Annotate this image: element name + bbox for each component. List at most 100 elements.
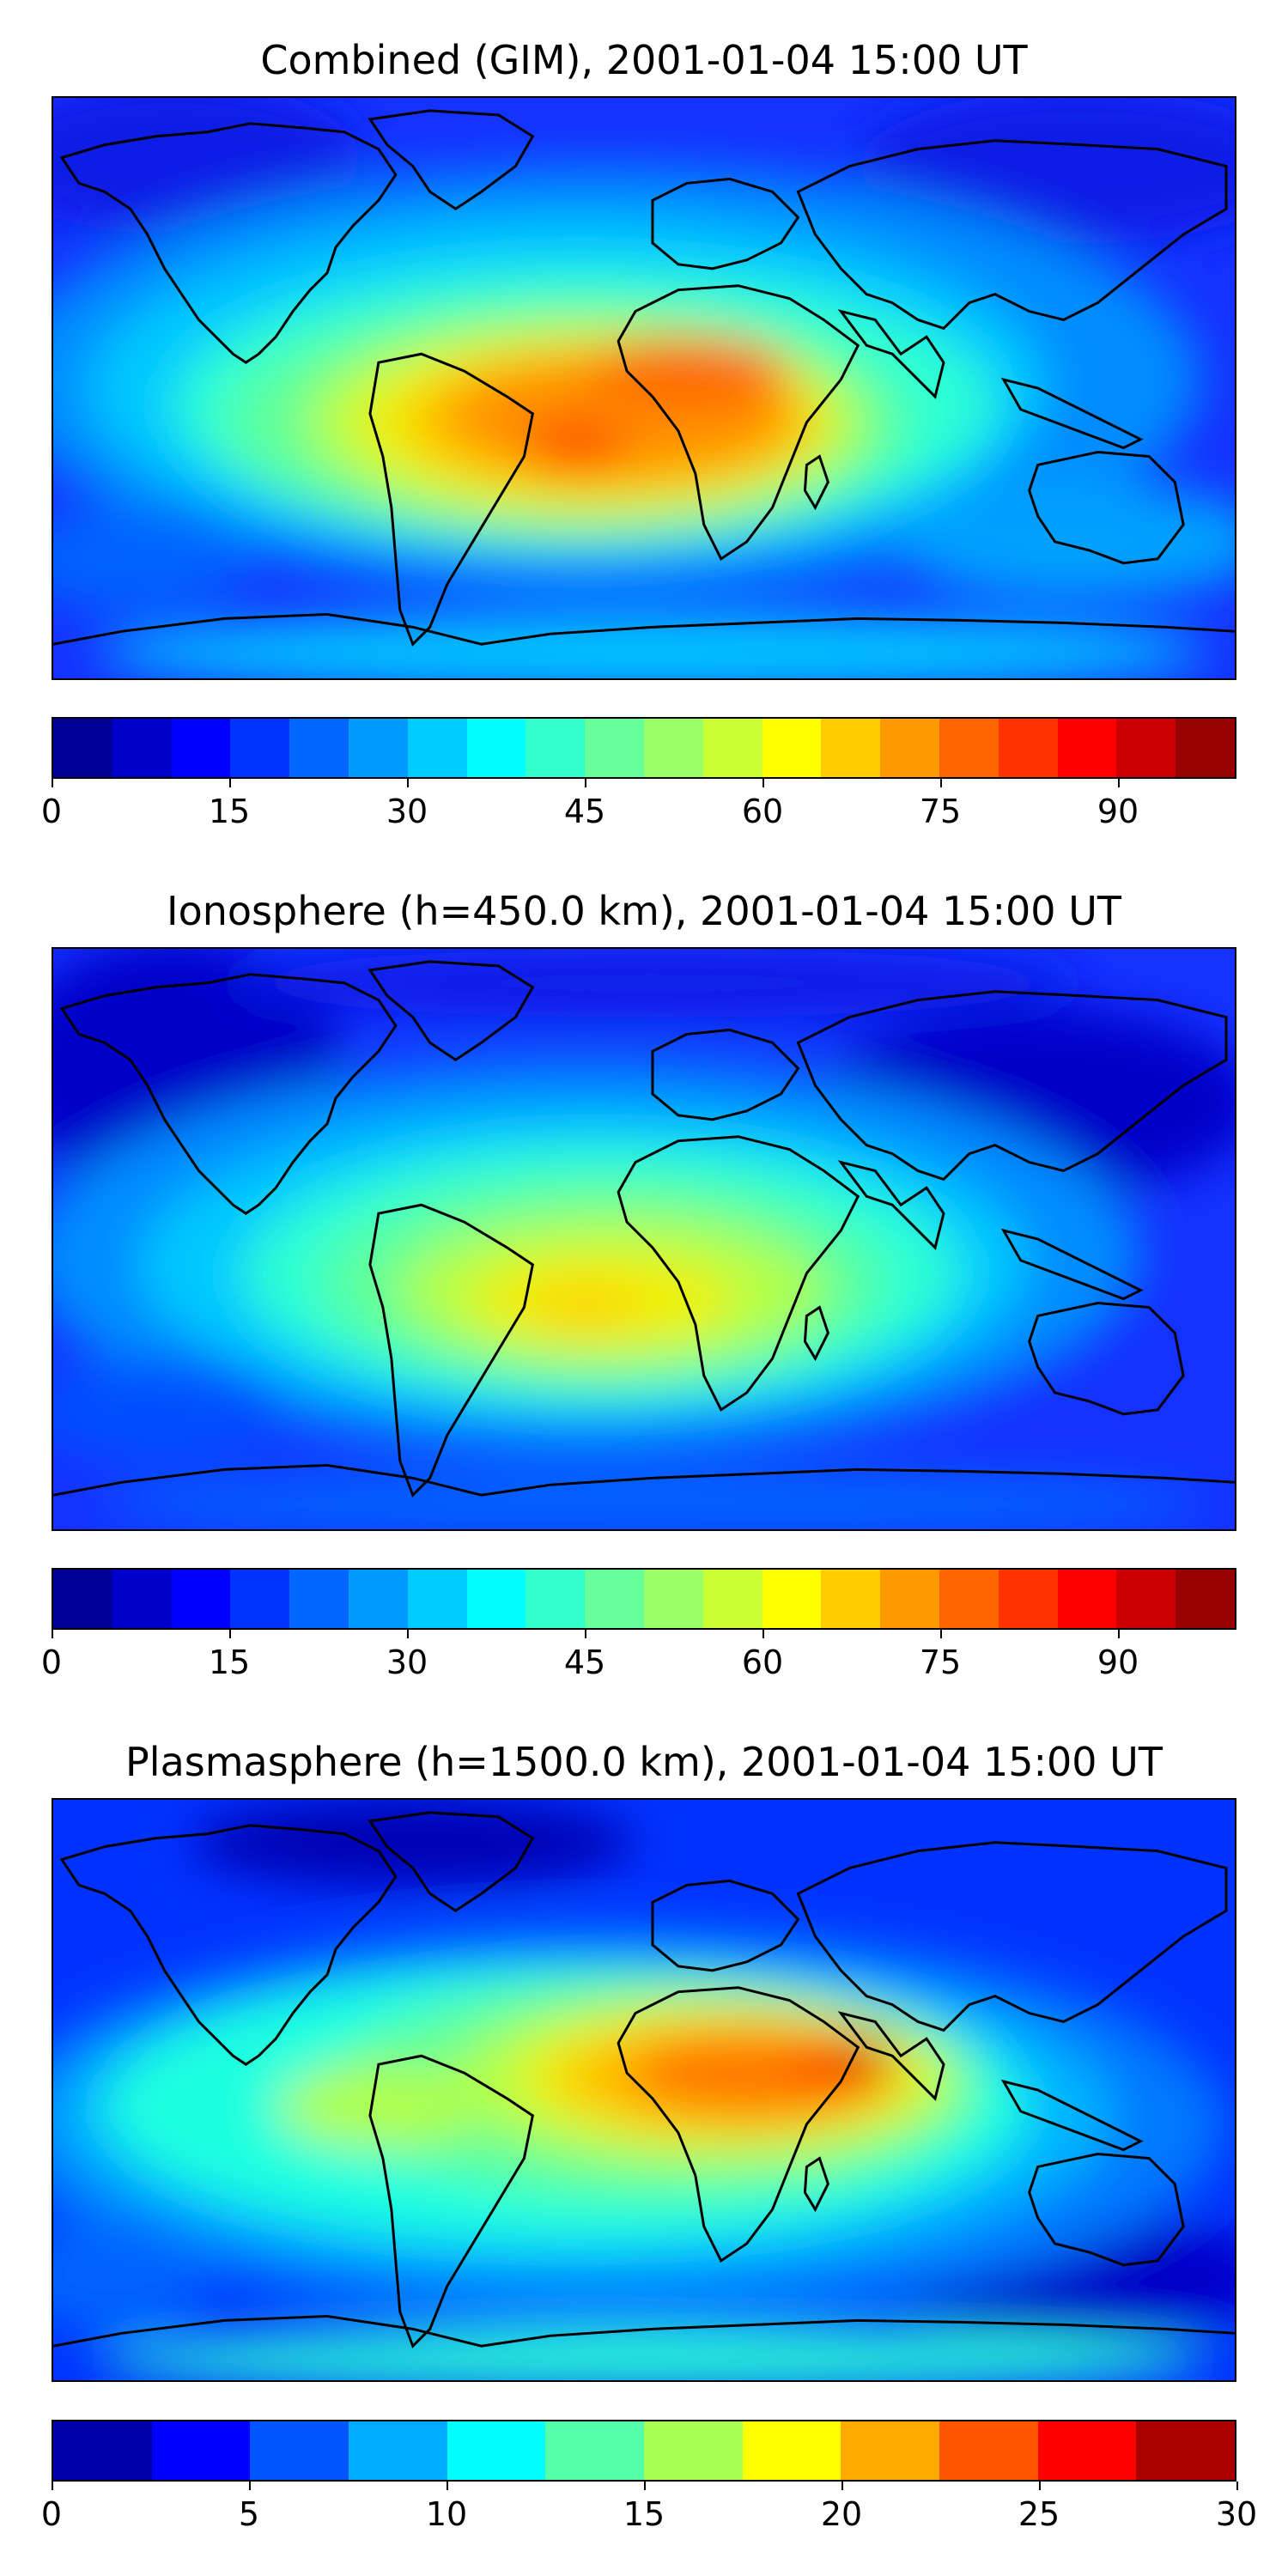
colorbar-segment — [407, 719, 467, 777]
colorbar-segment — [1136, 2421, 1236, 2480]
colorbar-segment — [585, 1570, 644, 1628]
colorbar-tick — [644, 2482, 646, 2490]
colorbar-segment — [939, 2421, 1038, 2480]
panel-2-title: Ionosphere (h=450.0 km), 2001-01-04 15:0… — [167, 888, 1121, 934]
colorbar-segment — [585, 719, 644, 777]
colorbar-tick — [841, 2482, 843, 2490]
colorbar-tick-label: 60 — [741, 1643, 784, 1681]
plasmasphere-map-svg — [53, 1800, 1235, 2380]
colorbar-segment — [407, 1570, 467, 1628]
combined-gim-map — [52, 96, 1236, 680]
colorbar-tick — [585, 779, 586, 787]
ionosphere-map — [52, 947, 1236, 1531]
colorbar-segment — [545, 2421, 645, 2480]
colorbar-segment — [171, 719, 231, 777]
colorbar-tick — [585, 1630, 586, 1638]
ionosphere-colorbar-ticks: 0 15 30 45 60 75 90 — [41, 1630, 1236, 1681]
colorbar-segment — [289, 719, 349, 777]
colorbar-segment — [939, 1570, 999, 1628]
colorbar-segment — [1176, 1570, 1235, 1628]
colorbar-segment — [762, 719, 822, 777]
colorbar-tick-label: 15 — [208, 1643, 251, 1681]
colorbar-segment — [1057, 1570, 1117, 1628]
colorbar-segment — [289, 1570, 349, 1628]
colorbar-segment — [348, 1570, 408, 1628]
panel-1-title: Combined (GIM), 2001-01-04 15:00 UT — [260, 37, 1028, 83]
colorbar-segment — [53, 1570, 112, 1628]
colorbar-tick — [447, 2482, 448, 2490]
colorbar-segment — [526, 719, 586, 777]
colorbar-segment — [112, 719, 172, 777]
colorbar-segment — [821, 1570, 881, 1628]
colorbar-segment — [821, 719, 881, 777]
colorbar-segment — [151, 2421, 251, 2480]
colorbar-segment — [349, 2421, 447, 2480]
colorbar-tick — [229, 779, 231, 787]
colorbar-tick-label: 90 — [1097, 793, 1139, 830]
colorbar-tick-label: 75 — [919, 1643, 962, 1681]
combined-map-svg — [53, 98, 1235, 678]
colorbar-tick — [1118, 1630, 1120, 1638]
ionosphere-map-svg — [53, 949, 1235, 1529]
colorbar-segment — [112, 1570, 172, 1628]
colorbar-segment — [1176, 719, 1235, 777]
colorbar-segment — [466, 719, 526, 777]
colorbar-tick-label: 60 — [741, 793, 784, 830]
colorbar-segment — [526, 1570, 586, 1628]
colorbar-tick-label: 90 — [1097, 1643, 1139, 1681]
colorbar-tick-label: 75 — [919, 793, 962, 830]
colorbar-tick-label: 10 — [425, 2495, 468, 2533]
colorbar-segment — [1037, 2421, 1137, 2480]
colorbar-segment — [53, 719, 112, 777]
panel-3-title: Plasmasphere (h=1500.0 km), 2001-01-04 1… — [125, 1739, 1163, 1785]
combined-colorbar-ticks: 0 15 30 45 60 75 90 — [41, 779, 1236, 830]
colorbar-segment — [230, 1570, 290, 1628]
ionosphere-colorbar — [52, 1568, 1236, 1630]
colorbar-segment — [643, 1570, 703, 1628]
plasmasphere-colorbar — [52, 2420, 1236, 2482]
plasmasphere-map — [52, 1798, 1236, 2382]
colorbar-tick-label: 45 — [563, 1643, 606, 1681]
colorbar-tick — [52, 2482, 53, 2490]
colorbar-segment — [171, 1570, 231, 1628]
colorbar-segment — [939, 719, 999, 777]
colorbar-segment — [1057, 719, 1117, 777]
colorbar-segment — [742, 2421, 841, 2480]
colorbar-tick — [249, 2482, 251, 2490]
colorbar-tick-label: 20 — [820, 2495, 863, 2533]
colorbar-tick-label: 15 — [208, 793, 251, 830]
colorbar-tick-label: 0 — [40, 1643, 63, 1681]
colorbar-segment — [880, 1570, 939, 1628]
colorbar-segment — [880, 719, 939, 777]
colorbar-tick — [1236, 2482, 1238, 2490]
colorbar-tick-label: 5 — [238, 2495, 260, 2533]
colorbar-segment — [762, 1570, 822, 1628]
colorbar-segment — [250, 2421, 349, 2480]
colorbar-segment — [644, 2421, 743, 2480]
colorbar-tick — [52, 1630, 53, 1638]
colorbar-tick — [407, 1630, 409, 1638]
colorbar-segment — [998, 1570, 1058, 1628]
colorbar-segment — [53, 2421, 152, 2480]
colorbar-tick-label: 30 — [1215, 2495, 1258, 2533]
plasmasphere-colorbar-ticks: 0 5 10 15 20 25 30 — [41, 2482, 1257, 2533]
colorbar-tick — [940, 779, 942, 787]
colorbar-segment — [841, 2421, 940, 2480]
colorbar-tick — [229, 1630, 231, 1638]
colorbar-tick-label: 0 — [40, 2495, 63, 2533]
colorbar-tick — [52, 779, 53, 787]
colorbar-tick — [1039, 2482, 1041, 2490]
colorbar-tick — [1118, 779, 1120, 787]
colorbar-tick-label: 30 — [386, 1643, 428, 1681]
colorbar-segment — [998, 719, 1058, 777]
colorbar-segment — [466, 1570, 526, 1628]
colorbar-tick — [762, 779, 764, 787]
colorbar-segment — [447, 2421, 546, 2480]
colorbar-segment — [230, 719, 290, 777]
colorbar-segment — [702, 719, 762, 777]
colorbar-segment — [643, 719, 703, 777]
colorbar-segment — [702, 1570, 762, 1628]
colorbar-tick-label: 45 — [563, 793, 606, 830]
colorbar-tick — [940, 1630, 942, 1638]
colorbar-segment — [348, 719, 408, 777]
